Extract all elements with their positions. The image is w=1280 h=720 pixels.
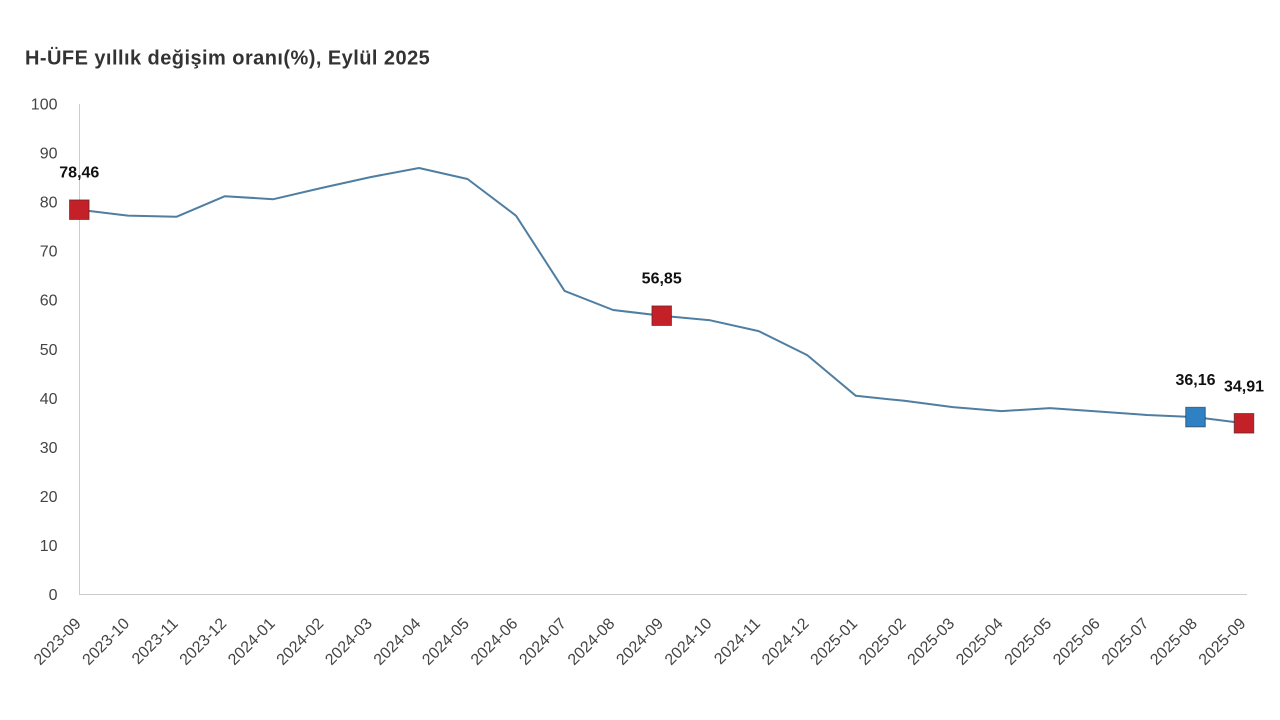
svg-text:34,91: 34,91 xyxy=(1224,378,1264,395)
svg-text:70: 70 xyxy=(40,244,58,261)
svg-text:78,46: 78,46 xyxy=(59,165,99,182)
svg-text:H-ÜFE yıllık değişim oranı(%),: H-ÜFE yıllık değişim oranı(%), Eylül 202… xyxy=(25,47,430,70)
svg-text:40: 40 xyxy=(40,391,58,408)
svg-text:56,85: 56,85 xyxy=(642,271,682,288)
svg-text:20: 20 xyxy=(40,489,58,506)
svg-text:90: 90 xyxy=(40,146,58,163)
svg-text:100: 100 xyxy=(31,97,58,114)
svg-text:60: 60 xyxy=(40,293,58,310)
svg-text:30: 30 xyxy=(40,440,58,457)
svg-text:50: 50 xyxy=(40,342,58,359)
svg-text:0: 0 xyxy=(49,587,58,604)
svg-text:36,16: 36,16 xyxy=(1175,372,1215,389)
svg-text:10: 10 xyxy=(40,538,58,555)
svg-text:80: 80 xyxy=(40,195,58,212)
